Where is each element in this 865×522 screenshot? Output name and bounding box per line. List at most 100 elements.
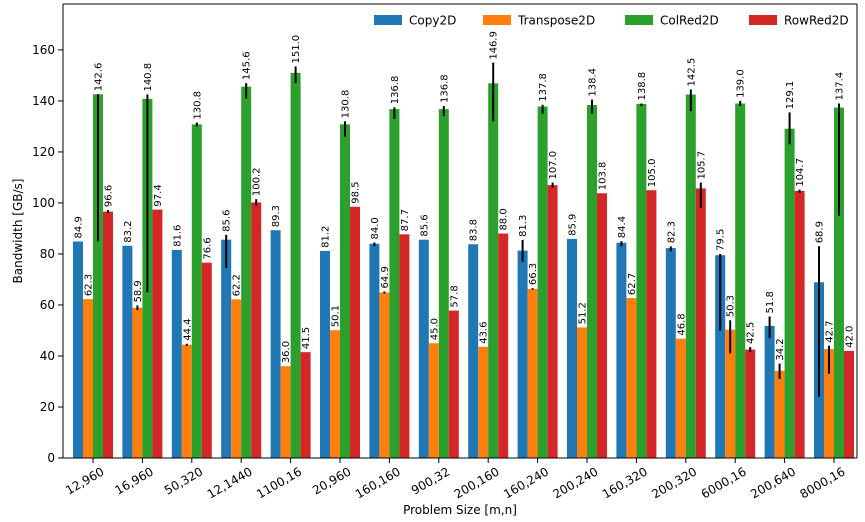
data-label-transpose2d-11: 62.7 (627, 273, 638, 295)
bar-copy2d-12 (665, 248, 676, 458)
bar-rowred2d-3 (251, 202, 262, 458)
legend-label-transpose2d: Transpose2D (517, 14, 595, 28)
legend-swatch-transpose2d (483, 15, 511, 25)
bar-transpose2d-3 (231, 299, 242, 458)
bar-transpose2d-11 (626, 298, 637, 458)
data-label-copy2d-4: 89.3 (271, 205, 282, 227)
data-label-colred2d-15: 137.4 (835, 72, 846, 101)
bar-rowred2d-2 (201, 262, 212, 458)
data-label-copy2d-9: 81.3 (518, 215, 529, 237)
data-label-transpose2d-5: 50.1 (331, 305, 342, 327)
data-label-rowred2d-5: 98.5 (351, 182, 362, 204)
data-label-transpose2d-12: 46.8 (676, 313, 687, 335)
data-label-copy2d-2: 81.6 (172, 225, 183, 247)
bar-rowred2d-5 (350, 206, 360, 458)
data-label-rowred2d-14: 104.7 (795, 158, 806, 187)
bar-copy2d-8 (468, 244, 479, 458)
bar-rowred2d-8 (498, 233, 509, 458)
bar-colred2d-15 (834, 107, 844, 459)
data-label-colred2d-4: 151.0 (291, 35, 302, 64)
bar-transpose2d-2 (181, 344, 192, 458)
legend-label-copy2d: Copy2D (409, 14, 456, 28)
data-label-transpose2d-10: 51.2 (578, 302, 589, 324)
data-label-transpose2d-4: 36.0 (281, 341, 292, 363)
bar-transpose2d-6 (379, 292, 390, 458)
bar-transpose2d-5 (330, 330, 340, 458)
legend-swatch-colred2d (625, 15, 653, 25)
bar-transpose2d-9 (527, 288, 538, 458)
data-labels-layer: 84.9 62.3 142.6 96.6 83.2 58.9 140.8 97.4 81.6 44… (74, 31, 856, 363)
data-label-transpose2d-15: 42.7 (825, 321, 836, 343)
bar-colred2d-9 (537, 106, 548, 458)
data-label-colred2d-12: 142.5 (686, 58, 697, 87)
bar-colred2d-4 (290, 72, 301, 458)
bar-rowred2d-11 (646, 190, 657, 458)
data-label-copy2d-0: 84.9 (74, 216, 85, 238)
data-label-colred2d-11: 138.8 (637, 72, 648, 101)
bar-transpose2d-14 (774, 370, 785, 458)
data-label-rowred2d-7: 57.8 (449, 285, 460, 307)
bar-rowred2d-10 (597, 193, 607, 458)
bar-copy2d-13 (715, 255, 726, 458)
data-label-transpose2d-14: 34.2 (775, 338, 786, 360)
y-tick-label-0: 0 (47, 451, 55, 465)
bar-colred2d-12 (685, 94, 696, 458)
data-label-copy2d-5: 81.2 (321, 226, 332, 248)
bar-colred2d-6 (389, 109, 400, 459)
data-label-rowred2d-13: 42.5 (746, 322, 757, 344)
bar-rowred2d-7 (448, 310, 459, 458)
legend-label-rowred2d: RowRed2D (784, 14, 849, 28)
y-axis-label: Bandwidth [GB/s] (11, 179, 25, 284)
data-label-rowred2d-6: 87.7 (400, 209, 411, 231)
data-label-transpose2d-6: 64.9 (380, 266, 391, 288)
data-label-transpose2d-0: 62.3 (84, 274, 95, 296)
data-label-rowred2d-11: 105.0 (647, 159, 658, 188)
data-label-transpose2d-7: 45.0 (429, 318, 440, 340)
bar-colred2d-3 (241, 86, 252, 459)
bar-copy2d-9 (517, 250, 528, 458)
bar-copy2d-5 (320, 250, 330, 458)
data-label-rowred2d-8: 88.0 (499, 208, 510, 230)
bar-colred2d-7 (438, 109, 449, 459)
bar-transpose2d-4 (280, 366, 291, 458)
data-label-transpose2d-13: 50.3 (726, 295, 737, 317)
data-label-colred2d-3: 145.6 (242, 51, 253, 80)
data-label-rowred2d-0: 96.6 (104, 185, 115, 207)
bar-rowred2d-12 (695, 188, 706, 458)
data-label-rowred2d-12: 105.7 (696, 151, 707, 180)
data-label-colred2d-8: 146.9 (489, 31, 500, 60)
bar-transpose2d-10 (577, 327, 587, 458)
data-label-colred2d-14: 129.1 (785, 81, 796, 110)
data-label-colred2d-0: 142.6 (94, 63, 105, 92)
bar-colred2d-11 (636, 103, 647, 458)
data-label-transpose2d-2: 44.4 (182, 318, 193, 340)
x-axis-label: Problem Size [m,n] (403, 503, 517, 517)
data-label-copy2d-15: 68.9 (815, 221, 826, 243)
data-label-rowred2d-1: 97.4 (153, 184, 164, 206)
bar-copy2d-4 (270, 230, 281, 458)
bar-rowred2d-14 (794, 190, 805, 458)
y-tick-label-40: 40 (40, 349, 55, 363)
bar-transpose2d-12 (675, 338, 686, 458)
bar-copy2d-6 (369, 243, 380, 458)
data-label-rowred2d-3: 100.2 (252, 167, 263, 196)
bar-rowred2d-13 (745, 349, 756, 458)
bar-colred2d-13 (735, 103, 746, 458)
bar-rowred2d-0 (103, 211, 113, 458)
bar-copy2d-14 (764, 325, 775, 458)
data-label-colred2d-7: 136.8 (439, 74, 450, 103)
bar-rowred2d-1 (152, 209, 163, 458)
bar-rowred2d-9 (547, 185, 558, 458)
bar-colred2d-5 (340, 124, 350, 458)
data-label-colred2d-10: 138.4 (588, 68, 599, 97)
data-label-transpose2d-1: 58.9 (133, 280, 144, 302)
data-label-colred2d-9: 137.8 (538, 73, 549, 102)
bar-copy2d-10 (567, 238, 577, 458)
data-label-copy2d-12: 82.3 (666, 221, 677, 243)
data-label-colred2d-1: 140.8 (143, 63, 154, 92)
bar-rowred2d-15 (844, 350, 854, 458)
data-label-copy2d-11: 84.4 (617, 216, 628, 238)
data-label-colred2d-2: 130.8 (192, 91, 203, 120)
y-tick-label-80: 80 (40, 247, 55, 261)
